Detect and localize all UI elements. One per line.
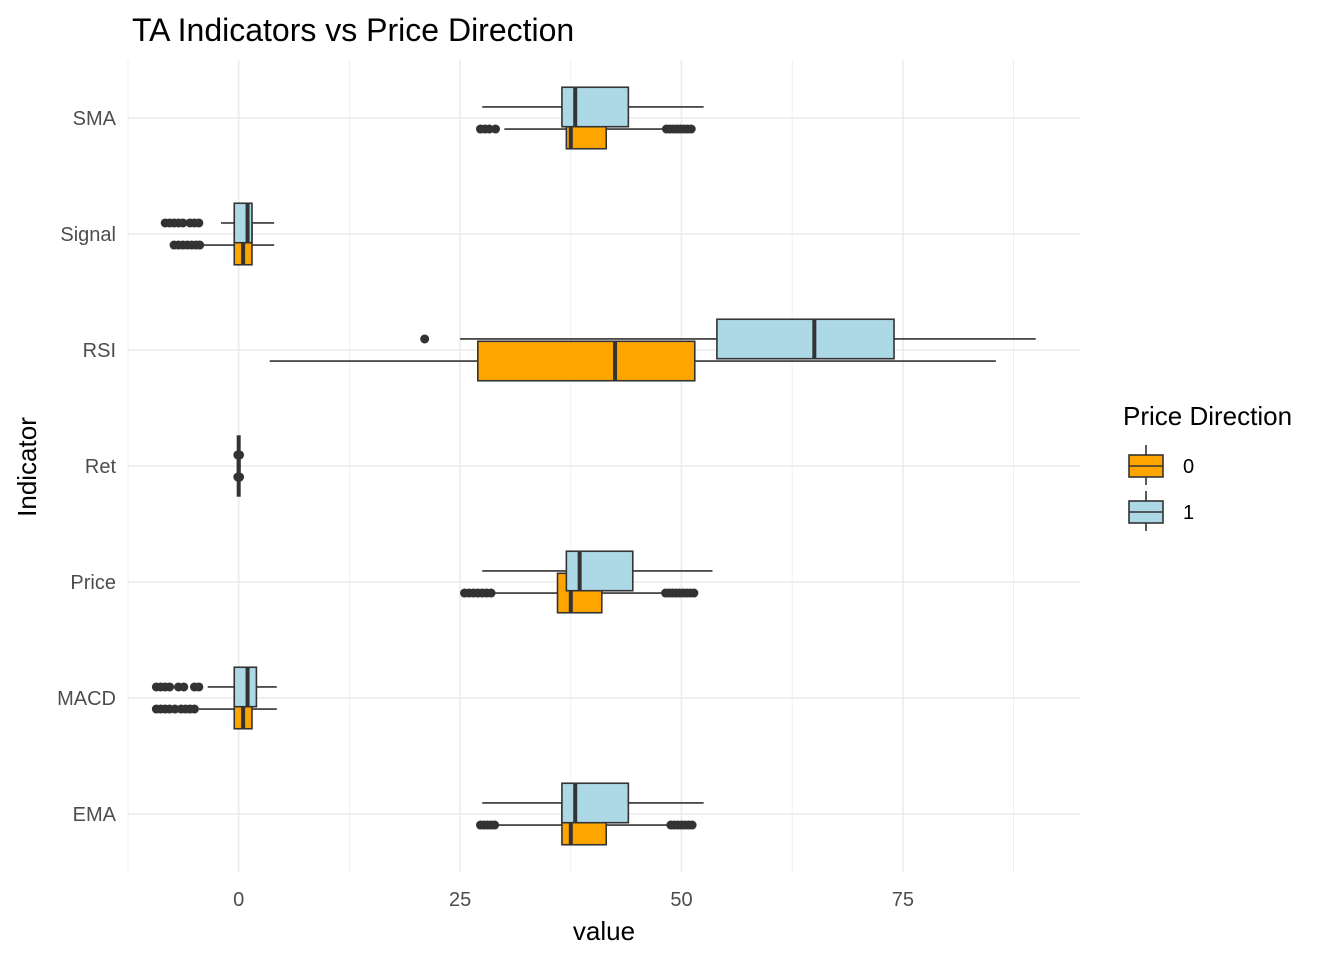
outlier-point (486, 588, 496, 598)
outlier-point (235, 472, 245, 482)
legend-keys: 01 (1128, 445, 1194, 531)
box-sma-direction-1 (482, 86, 704, 128)
outlier-point (178, 218, 188, 228)
outlier-point (420, 334, 430, 344)
box-iqr (477, 340, 696, 382)
outlier-point (170, 704, 180, 714)
chart-title: TA Indicators vs Price Direction (132, 12, 574, 48)
outlier-point (686, 124, 696, 134)
legend-title: Price Direction (1123, 401, 1292, 431)
x-axis-tick-labels: 0 25 50 75 (233, 889, 914, 911)
box-iqr (716, 318, 895, 360)
box-macd-direction-1 (151, 666, 277, 708)
y-tick-label: MACD (57, 688, 116, 710)
box-iqr (233, 666, 258, 708)
box-iqr (561, 86, 630, 128)
outlier-point (687, 820, 697, 830)
box-signal-direction-0 (169, 224, 275, 266)
outlier-point (689, 588, 699, 598)
box-ret-direction-1 (233, 435, 245, 475)
outlier-point (194, 218, 204, 228)
y-axis-title: Indicator (12, 417, 42, 517)
outlier-point (194, 682, 204, 692)
box-iqr (565, 550, 634, 592)
box-signal-direction-1 (160, 202, 275, 244)
box-rsi-direction-1 (420, 318, 1036, 360)
y-tick-label: Ret (85, 456, 117, 478)
outlier-point (179, 682, 189, 692)
outlier-point (165, 682, 175, 692)
x-tick-label: 75 (892, 889, 914, 911)
grid-lines (127, 60, 1080, 872)
outlier-point (484, 124, 494, 134)
x-tick-label: 0 (233, 889, 244, 911)
outlier-point (189, 704, 199, 714)
outlier-point (491, 124, 501, 134)
y-tick-label: Signal (60, 224, 116, 246)
x-tick-label: 50 (670, 889, 692, 911)
y-tick-label: Price (70, 572, 116, 594)
legend-key-0: 0 (1128, 445, 1194, 485)
x-tick-label: 25 (449, 889, 471, 911)
outlier-point (490, 820, 500, 830)
y-axis-tick-labels: EMA MACD Price Ret RSI Signal SMA (57, 108, 117, 826)
box-rsi-direction-0 (269, 340, 996, 382)
legend-label-0: 0 (1183, 456, 1194, 478)
legend-label-1: 1 (1183, 502, 1194, 524)
y-tick-label: SMA (73, 108, 117, 130)
outlier-point (195, 240, 205, 250)
box-ema-direction-1 (482, 782, 704, 824)
outlier-point (235, 450, 245, 460)
box-price-direction-1 (482, 550, 713, 592)
box-macd-direction-0 (151, 688, 277, 730)
box-layer (151, 86, 1036, 846)
box-iqr (561, 782, 630, 824)
legend: Price Direction 01 (1123, 401, 1292, 531)
x-axis-title: value (573, 916, 635, 946)
y-tick-label: RSI (83, 340, 116, 362)
legend-key-1: 1 (1128, 491, 1194, 531)
y-tick-label: EMA (73, 804, 117, 826)
